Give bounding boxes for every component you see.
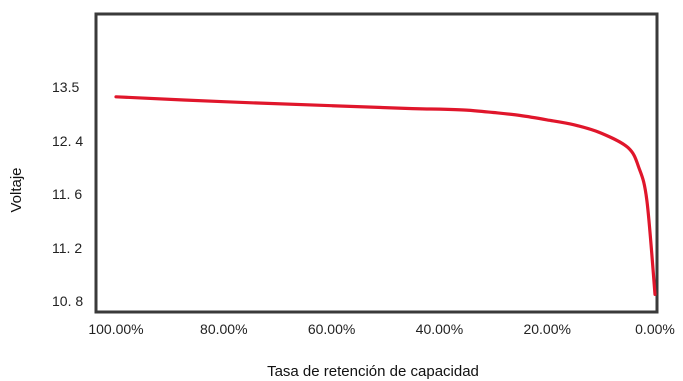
x-tick-label: 20.00%: [523, 321, 570, 337]
y-tick-label: 11. 6: [52, 186, 82, 202]
y-tick-label: 12. 4: [52, 133, 83, 149]
voltage-curve-line: [114, 95, 657, 296]
x-tick-label: 60.00%: [308, 321, 355, 337]
x-tick-label: 100.00%: [88, 321, 143, 337]
x-tick-label: 80.00%: [200, 321, 247, 337]
x-axis-label: Tasa de retención de capacidad: [267, 363, 479, 380]
y-axis-label: Voltaje: [8, 167, 25, 212]
y-tick-label: 10. 8: [52, 293, 83, 309]
y-tick-label: 11. 2: [52, 240, 82, 256]
y-tick-label: 13.5: [52, 79, 79, 95]
x-tick-label: 0.00%: [635, 321, 675, 337]
x-tick-label: 40.00%: [416, 321, 463, 337]
plot-frame: [94, 12, 659, 314]
